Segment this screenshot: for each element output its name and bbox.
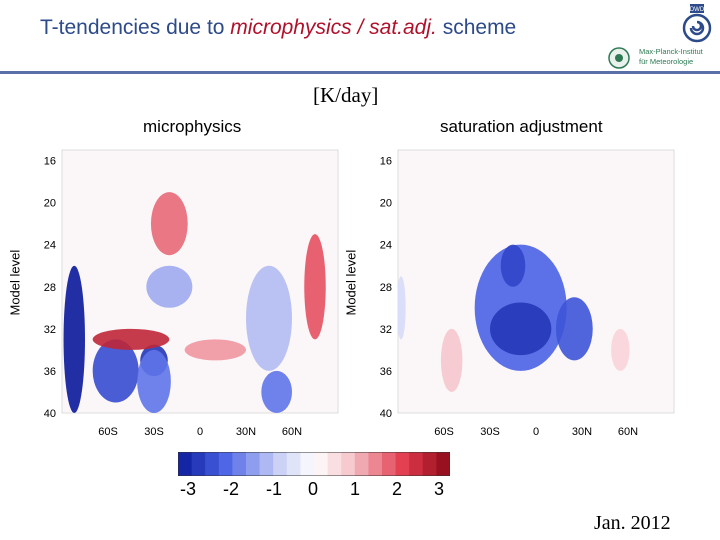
- colorbar-tick-label: 3: [433, 479, 444, 499]
- panel-title-saturation: saturation adjustment: [440, 117, 603, 136]
- x-tick-label: 60N: [618, 426, 638, 438]
- mpi-emblem-icon: [608, 47, 630, 69]
- heatmap-cell: [440, 328, 463, 392]
- colorbar-tick-label: -1: [265, 479, 282, 499]
- heatmap-cell: [137, 349, 171, 413]
- title-emphasis: microphysics / sat.adj.: [230, 16, 437, 39]
- colorbar-segment: [273, 452, 288, 476]
- dwd-logo-text: DWD: [690, 7, 705, 13]
- colorbar-segment: [191, 452, 206, 476]
- colorbar-segment: [395, 452, 410, 476]
- heatmap-cell: [92, 328, 170, 350]
- x-tick-label: 30S: [480, 426, 500, 438]
- y-tick-label: 16: [380, 156, 392, 168]
- y-tick-label: 40: [380, 408, 392, 420]
- y-tick-label: 20: [380, 198, 392, 210]
- heatmap-cell: [490, 302, 552, 356]
- colorbar-segment: [246, 452, 261, 476]
- x-tick-label: 60S: [98, 426, 118, 438]
- colorbar-tick-label: -2: [222, 479, 239, 499]
- colorbar-segment: [178, 452, 193, 476]
- colorbar-segment: [327, 452, 342, 476]
- y-tick-label: 28: [380, 282, 392, 294]
- heatmap-cell: [63, 265, 85, 413]
- colorbar-tick-label: 1: [349, 479, 360, 499]
- heatmap-cell: [500, 244, 526, 287]
- heatmap-cell: [184, 339, 246, 361]
- colorbar: [178, 452, 450, 476]
- y-tick-label: 36: [44, 366, 56, 378]
- y-tick-label: 24: [44, 240, 56, 252]
- colorbar-tick-label: 0: [307, 479, 318, 499]
- heatmap-cell: [555, 297, 593, 361]
- colorbar-segment: [286, 452, 301, 476]
- x-tick-label: 30N: [572, 426, 592, 438]
- heatmap-microphysics: 60S 30S 0 30N 60N 16 20 24 28 32 36 40: [44, 149, 339, 438]
- y-tick-label: 32: [44, 324, 56, 336]
- title-divider: [0, 71, 720, 74]
- heatmap-saturation: 60S 30S 0 30N 60N 16 20 24 28 32 36 40: [380, 149, 675, 438]
- y-tick-label: 36: [380, 366, 392, 378]
- x-tick-label: 30N: [236, 426, 256, 438]
- heatmap-cell: [92, 339, 139, 403]
- mpi-logo: Max-Planck-Institut für Meteorologie: [605, 46, 715, 70]
- heatmap-cell: [611, 328, 630, 371]
- colorbar-segment: [409, 452, 424, 476]
- colorbar-tick-label: 2: [391, 479, 402, 499]
- colorbar-segment: [218, 452, 233, 476]
- heatmap-cell: [398, 276, 406, 340]
- units-label: [K/day]: [313, 83, 379, 107]
- heatmap-cell: [146, 265, 193, 308]
- colorbar-segment: [436, 452, 450, 476]
- y-tick-label: 32: [380, 324, 392, 336]
- y-tick-label: 16: [44, 156, 56, 168]
- heatmap-cell: [304, 234, 326, 340]
- mpi-line1: Max-Planck-Institut: [639, 47, 703, 56]
- colorbar-segment: [341, 452, 356, 476]
- colorbar-segment: [368, 452, 383, 476]
- colorbar-segment: [205, 452, 220, 476]
- x-tick-label: 60S: [434, 426, 454, 438]
- panel-title-microphysics: microphysics: [143, 117, 242, 136]
- colorbar-segment: [259, 452, 274, 476]
- dwd-logo-icon: DWD: [682, 4, 712, 43]
- colorbar-segment: [422, 452, 437, 476]
- slide-title: T-tendencies due to microphysics / sat.a…: [40, 16, 516, 40]
- heatmap-cell: [150, 192, 188, 256]
- y-tick-label: 24: [380, 240, 392, 252]
- x-tick-label: 0: [533, 426, 539, 438]
- x-tick-label: 0: [197, 426, 203, 438]
- y-tick-label: 40: [44, 408, 56, 420]
- colorbar-tick-label: -3: [179, 479, 196, 499]
- mpi-line2: für Meteorologie: [639, 57, 694, 66]
- colorbar-segment: [232, 452, 247, 476]
- y-tick-label: 20: [44, 198, 56, 210]
- colorbar-segment: [314, 452, 329, 476]
- date-label: Jan. 2012: [594, 512, 671, 534]
- title-prefix: T-tendencies due to: [40, 16, 231, 39]
- colorbar-segment: [382, 452, 397, 476]
- colorbar-segment: [354, 452, 369, 476]
- y-tick-label: 28: [44, 282, 56, 294]
- heatmap-cell: [246, 265, 292, 371]
- colorbar-segment: [300, 452, 315, 476]
- x-tick-label: 30S: [144, 426, 164, 438]
- title-suffix: scheme: [436, 16, 517, 39]
- x-tick-label: 60N: [282, 426, 302, 438]
- heatmap-cell: [261, 370, 292, 413]
